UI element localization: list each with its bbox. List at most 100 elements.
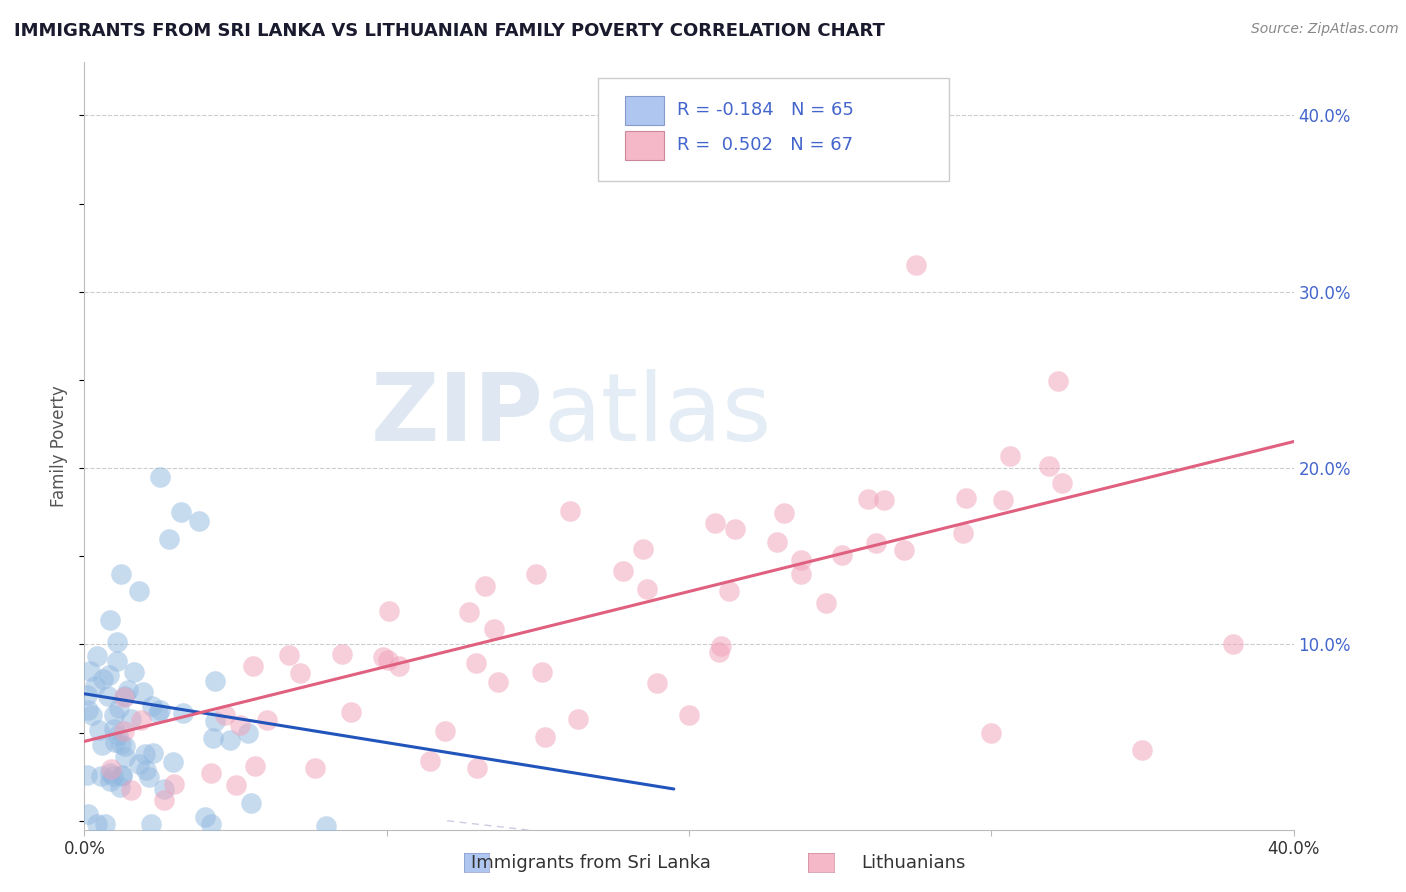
Point — [474, 579, 496, 593]
Point — [111, 768, 134, 782]
Point — [107, 701, 129, 715]
Text: ZIP: ZIP — [371, 369, 544, 461]
Point — [856, 491, 879, 506]
Point — [134, 747, 156, 762]
Point — [773, 506, 796, 520]
Point — [330, 648, 353, 662]
Point — [87, 723, 110, 737]
Point — [90, 769, 112, 783]
Point — [865, 536, 887, 550]
Point — [103, 769, 125, 783]
Point — [991, 492, 1014, 507]
Point — [377, 604, 399, 618]
Point — [112, 690, 135, 704]
Point — [100, 773, 122, 788]
Point — [111, 769, 134, 783]
Point — [135, 763, 157, 777]
Point — [138, 770, 160, 784]
Point — [76, 767, 98, 781]
Point — [97, 689, 120, 703]
Point — [128, 584, 150, 599]
Point — [631, 541, 654, 556]
Point — [955, 491, 977, 506]
Bar — [624, 96, 664, 126]
Point — [172, 706, 194, 720]
Point — [202, 731, 225, 745]
Point — [482, 622, 505, 636]
Point — [110, 737, 132, 751]
Point — [236, 726, 259, 740]
Point — [153, 781, 176, 796]
Point — [229, 718, 252, 732]
Point — [1038, 458, 1060, 473]
Y-axis label: Family Poverty: Family Poverty — [51, 385, 69, 507]
Point — [647, 676, 669, 690]
Point — [103, 723, 125, 737]
Point — [188, 514, 211, 528]
Point — [114, 749, 136, 764]
Point — [152, 793, 174, 807]
Point — [998, 449, 1021, 463]
Bar — [624, 131, 664, 160]
Point — [831, 548, 853, 562]
Point — [94, 817, 117, 831]
Point — [108, 780, 131, 794]
Point — [79, 664, 101, 678]
Point — [567, 712, 589, 726]
Point — [612, 564, 634, 578]
Point — [142, 746, 165, 760]
Point — [225, 779, 247, 793]
Point — [204, 714, 226, 728]
Point — [340, 705, 363, 719]
Text: atlas: atlas — [544, 369, 772, 461]
Point — [98, 668, 121, 682]
Point — [204, 673, 226, 688]
Point — [710, 639, 733, 653]
Point — [117, 683, 139, 698]
Point — [76, 688, 98, 702]
Point — [200, 765, 222, 780]
Point — [100, 763, 122, 777]
Point — [766, 534, 789, 549]
Text: Immigrants from Sri Lanka: Immigrants from Sri Lanka — [471, 855, 710, 872]
Point — [789, 567, 811, 582]
Point — [678, 707, 700, 722]
Point — [558, 504, 581, 518]
Point — [245, 758, 267, 772]
Point — [105, 654, 128, 668]
Point — [98, 613, 121, 627]
Point — [707, 645, 730, 659]
Point — [214, 707, 236, 722]
Point — [531, 665, 554, 679]
Point — [98, 766, 121, 780]
Point — [904, 258, 927, 272]
Point — [980, 725, 1002, 739]
Point — [77, 703, 100, 717]
Point — [371, 649, 394, 664]
Point — [952, 525, 974, 540]
Point — [91, 739, 114, 753]
Text: Source: ZipAtlas.com: Source: ZipAtlas.com — [1251, 22, 1399, 37]
Point — [146, 706, 169, 720]
Point — [893, 542, 915, 557]
Point — [77, 807, 100, 822]
Point — [704, 516, 727, 530]
Text: R =  0.502   N = 67: R = 0.502 N = 67 — [676, 136, 853, 153]
Point — [1130, 743, 1153, 757]
Point — [873, 493, 896, 508]
Point — [84, 679, 107, 693]
FancyBboxPatch shape — [599, 78, 949, 181]
Point — [1050, 475, 1073, 490]
Point — [120, 712, 142, 726]
Point — [139, 817, 162, 831]
Point — [149, 470, 172, 484]
Point — [163, 777, 186, 791]
Point — [124, 665, 146, 680]
Point — [86, 817, 108, 831]
Point — [315, 819, 337, 833]
Point — [104, 735, 127, 749]
Point — [467, 761, 489, 775]
Point — [377, 653, 399, 667]
Text: R = -0.184   N = 65: R = -0.184 N = 65 — [676, 101, 853, 119]
Point — [277, 648, 299, 662]
